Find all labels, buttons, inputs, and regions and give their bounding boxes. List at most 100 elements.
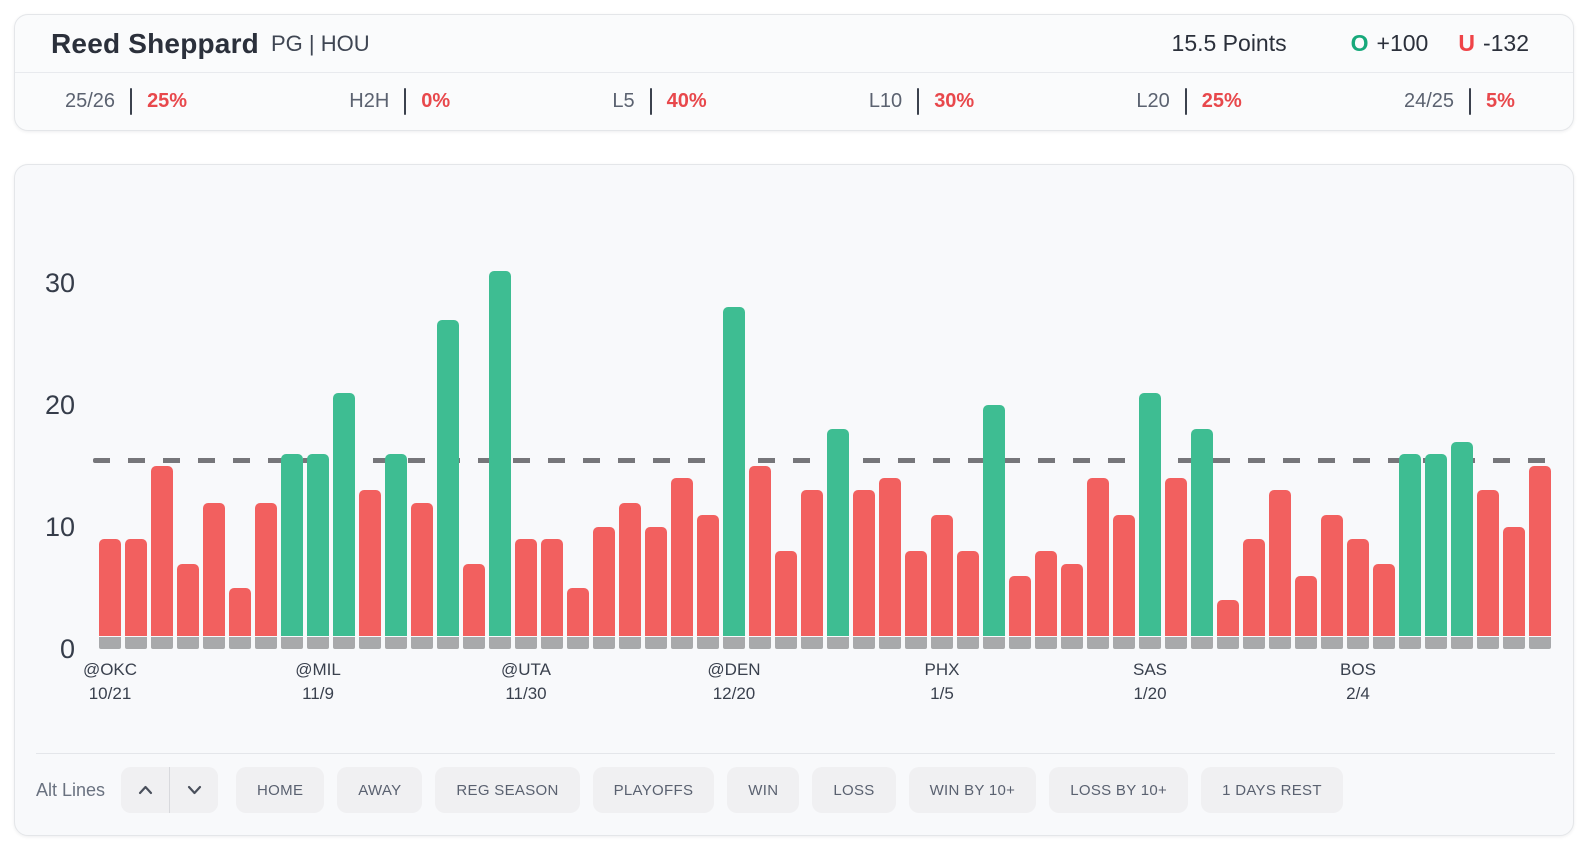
bar-base <box>1373 637 1395 649</box>
game-bar[interactable] <box>1087 478 1109 649</box>
game-bar[interactable] <box>1061 564 1083 649</box>
game-bar[interactable] <box>125 539 147 649</box>
alt-line-up-button[interactable] <box>121 767 170 813</box>
game-bar[interactable] <box>307 454 329 649</box>
game-bar[interactable] <box>905 551 927 649</box>
game-bar[interactable] <box>1191 429 1213 649</box>
game-bar[interactable] <box>749 466 771 649</box>
chevron-up-icon <box>138 783 153 798</box>
game-bar[interactable] <box>177 564 199 649</box>
game-bar[interactable] <box>1295 576 1317 649</box>
game-bar[interactable] <box>1373 564 1395 649</box>
stat-label: 25/26 <box>65 90 116 112</box>
game-bar[interactable] <box>593 527 615 649</box>
game-bar[interactable] <box>229 588 251 649</box>
game-bar[interactable] <box>1503 527 1525 649</box>
game-bar[interactable] <box>931 515 953 649</box>
bar-base <box>853 637 875 649</box>
game-bar[interactable] <box>1269 490 1291 649</box>
filter-chip[interactable]: 1 DAYS REST <box>1201 767 1343 813</box>
game-bar[interactable] <box>853 490 875 649</box>
game-bar[interactable] <box>671 478 693 649</box>
game-bar[interactable] <box>515 539 537 649</box>
bar-base <box>1061 637 1083 649</box>
bar-base <box>307 637 329 649</box>
game-bar[interactable] <box>255 503 277 649</box>
bar-base <box>1503 637 1525 649</box>
game-bar[interactable] <box>1529 466 1551 649</box>
bar-fill <box>775 551 797 636</box>
game-bar[interactable] <box>1399 454 1421 649</box>
game-bar[interactable] <box>463 564 485 649</box>
over-odds-button[interactable]: O +100 <box>1351 30 1429 57</box>
game-bar[interactable] <box>333 393 355 649</box>
x-axis-date: 1/5 <box>930 684 954 703</box>
game-bar[interactable] <box>1347 539 1369 649</box>
bar-fill <box>983 405 1005 636</box>
bar-base <box>1399 637 1421 649</box>
game-bar[interactable] <box>1425 454 1447 649</box>
game-bar[interactable] <box>645 527 667 649</box>
filter-chip[interactable]: AWAY <box>337 767 423 813</box>
filter-chip[interactable]: REG SEASON <box>435 767 580 813</box>
game-bar[interactable] <box>879 478 901 649</box>
game-bar[interactable] <box>1009 576 1031 649</box>
game-bar[interactable] <box>801 490 823 649</box>
game-bar[interactable] <box>619 503 641 649</box>
bar-base <box>125 637 147 649</box>
game-bar[interactable] <box>385 454 407 649</box>
game-bar[interactable] <box>203 503 225 649</box>
game-bar[interactable] <box>827 429 849 649</box>
game-bar[interactable] <box>1139 393 1161 649</box>
game-bar[interactable] <box>1451 442 1473 649</box>
alt-line-down-button[interactable] <box>170 767 219 813</box>
game-bar[interactable] <box>723 307 745 649</box>
stat-divider <box>649 88 652 115</box>
filter-chip[interactable]: HOME <box>236 767 325 813</box>
game-bar[interactable] <box>1035 551 1057 649</box>
game-bar[interactable] <box>775 551 797 649</box>
filter-chip[interactable]: LOSS BY 10+ <box>1049 767 1189 813</box>
game-bar[interactable] <box>1165 478 1187 649</box>
bar-fill <box>1191 429 1213 636</box>
game-bar[interactable] <box>697 515 719 649</box>
game-bar[interactable] <box>1477 490 1499 649</box>
bar-fill <box>229 588 251 636</box>
bar-fill <box>749 466 771 636</box>
bar-fill <box>1295 576 1317 636</box>
game-bar[interactable] <box>437 320 459 649</box>
game-bar[interactable] <box>1243 539 1265 649</box>
game-bar[interactable] <box>1113 515 1135 649</box>
under-odds-button[interactable]: U -132 <box>1458 30 1529 57</box>
bar-base <box>723 637 745 649</box>
game-bar[interactable] <box>957 551 979 649</box>
x-axis-date: 12/20 <box>712 684 756 703</box>
filter-chip[interactable]: PLAYOFFS <box>592 767 715 813</box>
stat-label: L10 <box>868 90 903 112</box>
game-bar[interactable] <box>983 405 1005 649</box>
game-bar[interactable] <box>489 271 511 649</box>
stat-item: L10 30% <box>869 88 974 115</box>
y-axis-tick: 0 <box>59 634 75 664</box>
filter-chip[interactable]: WIN <box>727 767 800 813</box>
bar-fill <box>359 490 381 636</box>
filter-chip[interactable]: WIN BY 10+ <box>908 767 1037 813</box>
bar-base <box>931 637 953 649</box>
bar-fill <box>1217 600 1239 636</box>
game-bar[interactable] <box>1321 515 1343 649</box>
x-axis-date: 10/21 <box>88 684 132 703</box>
x-axis-team: @UTA <box>501 660 551 679</box>
game-bar[interactable] <box>411 503 433 649</box>
bar-base <box>671 637 693 649</box>
filter-chip[interactable]: LOSS <box>812 767 896 813</box>
game-bar[interactable] <box>151 466 173 649</box>
game-bar[interactable] <box>567 588 589 649</box>
game-bar[interactable] <box>281 454 303 649</box>
game-bar[interactable] <box>99 539 121 649</box>
game-bar[interactable] <box>359 490 381 649</box>
x-axis-label: @MIL 11/9 <box>295 658 341 706</box>
game-bar[interactable] <box>541 539 563 649</box>
bar-base <box>1243 637 1265 649</box>
alt-lines-label: Alt Lines <box>36 779 106 800</box>
game-bar[interactable] <box>1217 600 1239 649</box>
